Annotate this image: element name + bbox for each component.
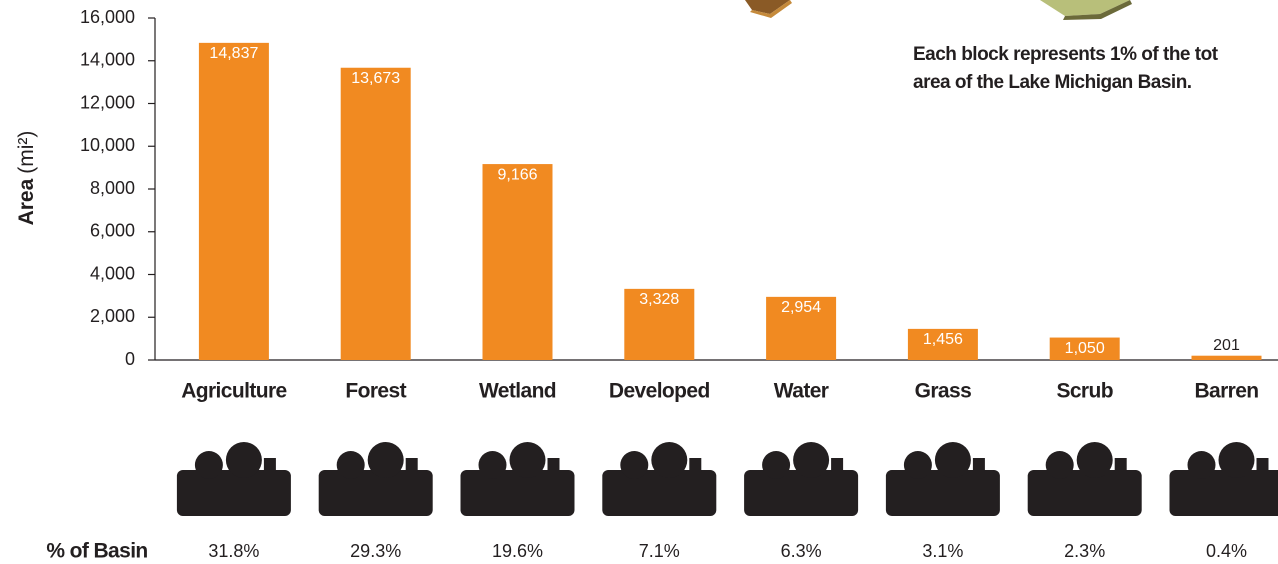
y-axis-unit: (mi²) (15, 131, 38, 174)
value-label: 9,166 (497, 166, 537, 183)
annotation: Each block represents 1% of the tot (913, 44, 1219, 65)
bar (624, 288, 695, 360)
x-tick-label: Agriculture (181, 380, 286, 403)
y-tick-label: 8,000 (90, 178, 135, 198)
percent-label: 0.4% (1206, 541, 1247, 561)
value-label: 1,050 (1065, 340, 1105, 357)
y-tick-label: 16,000 (80, 7, 135, 27)
category-icon (176, 442, 291, 516)
y-tick-label: 10,000 (80, 135, 135, 155)
x-tick-label: Grass (915, 380, 972, 403)
category-icon (744, 442, 859, 516)
percent-label: 3.1% (922, 541, 963, 561)
y-tick-label: 4,000 (90, 263, 135, 283)
x-tick-label: Forest (345, 380, 406, 403)
percent-label: 2.3% (1064, 541, 1105, 561)
category-icon (602, 442, 717, 516)
y-axis-title: Area (mi²) (15, 131, 38, 226)
y-tick-label: 2,000 (90, 306, 135, 326)
y-tick-label: 6,000 (90, 221, 135, 241)
y-tick-label: 12,000 (80, 92, 135, 112)
y-tick-label: 0 (125, 349, 135, 369)
percent-label: 29.3% (350, 541, 401, 561)
percent-label: 31.8% (208, 541, 259, 561)
percent-label: 7.1% (639, 541, 680, 561)
y-axis-label: Area (15, 178, 38, 225)
value-label: 2,954 (781, 299, 821, 316)
category-icon (885, 442, 1000, 516)
x-tick-label: Barren (1194, 380, 1258, 403)
bar (482, 164, 553, 360)
bar (766, 296, 837, 360)
bar (907, 328, 978, 360)
percent-label: 19.6% (492, 541, 543, 561)
category-icon (1169, 442, 1278, 516)
bar (1191, 355, 1262, 360)
value-label: 201 (1213, 337, 1240, 354)
x-tick-label: Developed (609, 380, 710, 403)
value-label: 14,837 (209, 45, 258, 62)
category-icon (1027, 442, 1142, 516)
blocks-decoration (745, 0, 1132, 20)
annotation: area of the Lake Michigan Basin. (913, 72, 1192, 93)
category-icon (318, 442, 433, 516)
x-tick-label: Water (774, 380, 829, 403)
percent-title: % of Basin (46, 540, 147, 563)
value-label: 13,673 (351, 70, 400, 87)
percent-label: 6.3% (781, 541, 822, 561)
x-tick-label: Scrub (1056, 380, 1113, 403)
bar (1049, 337, 1120, 360)
value-label: 1,456 (923, 331, 963, 348)
y-tick-label: 14,000 (80, 50, 135, 70)
category-icon (460, 442, 575, 516)
bar (198, 42, 269, 360)
y-axis-label-group: Area (mi²) (15, 131, 38, 226)
bar (340, 67, 411, 360)
x-tick-label: Wetland (479, 380, 556, 403)
value-label: 3,328 (639, 291, 679, 308)
